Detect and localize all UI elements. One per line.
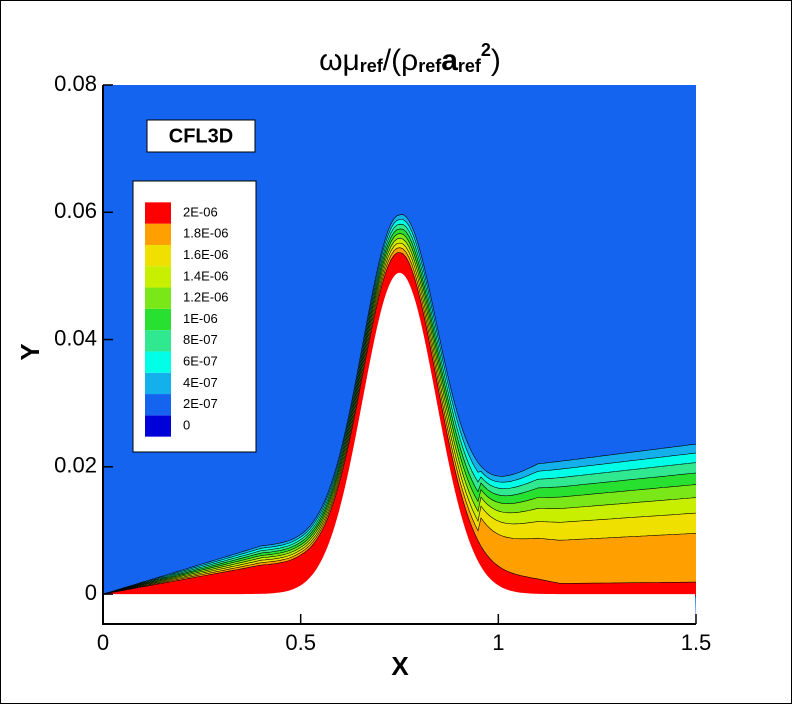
annotation: CFL3D — [169, 125, 233, 147]
legend-label: 2E-07 — [183, 396, 218, 411]
body — [103, 272, 696, 624]
y-tick-label: 0.04 — [54, 325, 97, 350]
legend-swatch — [145, 394, 171, 416]
legend-swatch — [145, 308, 171, 331]
x-axis-label: X — [391, 651, 409, 681]
title-part: ref — [418, 56, 442, 76]
legend-swatch — [145, 244, 171, 267]
y-tick-label: 0.08 — [54, 71, 97, 96]
legend-swatch — [145, 330, 171, 352]
title-part: ref — [458, 56, 482, 76]
legend-label: 8E-07 — [183, 332, 218, 347]
title-part: /(ρ — [383, 44, 418, 77]
x-tick-label: 1.5 — [681, 630, 712, 655]
legend-label: 1.2E-06 — [183, 290, 229, 305]
x-tick-label: 1 — [492, 630, 504, 655]
title-part: ) — [491, 44, 501, 77]
legend: 0 2E-07 4E-07 6E-07 8E-07 1E-06 1.2E-06 1.4E-06… — [132, 180, 257, 453]
annotation-box — [146, 119, 256, 153]
title-part: 2 — [481, 40, 491, 60]
title-part: ref — [360, 56, 384, 76]
legend-swatch — [145, 415, 171, 437]
y-axis-label: Y — [15, 343, 45, 360]
x-tick-label: 0 — [97, 630, 109, 655]
legend-swatch — [145, 351, 171, 373]
legend-swatch — [145, 372, 171, 395]
legend-label: 1.6E-06 — [183, 247, 229, 262]
title-part: ωμ — [319, 44, 360, 77]
y-tick-label: 0.06 — [54, 198, 97, 223]
contour-field — [103, 85, 696, 624]
axes: 0 0.5 1 1.5 0 0.02 0.04 0.06 0.08 — [54, 71, 711, 655]
chart-title: ωμref/(ρrefaref2) — [319, 40, 501, 77]
legend-label: 1.4E-06 — [183, 268, 229, 283]
legend-label: 1.8E-06 — [183, 226, 229, 241]
legend-swatch — [145, 287, 171, 309]
legend-swatch — [145, 223, 171, 245]
y-tick-label: 0 — [85, 580, 97, 605]
legend-label: 0 — [183, 417, 190, 432]
legend-swatch — [145, 266, 171, 288]
legend-label: 1E-06 — [183, 311, 218, 326]
y-tick-label: 0.02 — [54, 453, 97, 478]
legend-label: 2E-06 — [183, 204, 218, 219]
legend-label: 4E-07 — [183, 375, 218, 390]
legend-swatch — [145, 202, 171, 224]
x-tick-label: 0.5 — [285, 630, 316, 655]
title-part: a — [441, 44, 458, 77]
legend-label: 6E-07 — [183, 354, 218, 369]
